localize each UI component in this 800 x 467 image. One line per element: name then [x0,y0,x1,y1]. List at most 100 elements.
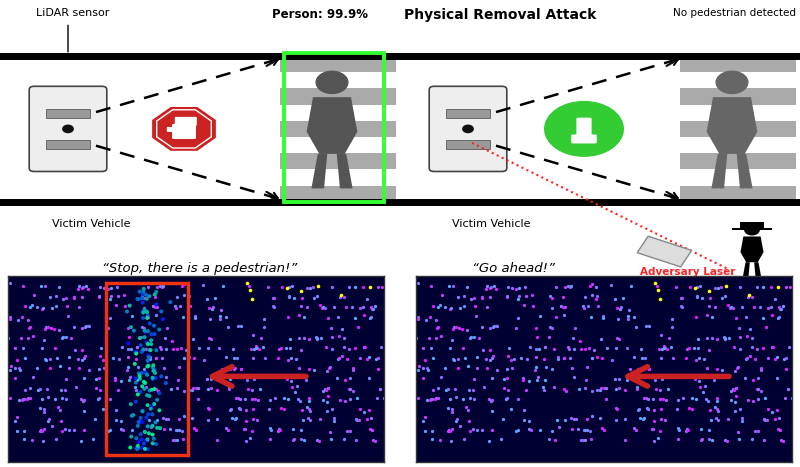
Point [447,323,460,331]
Point [238,395,251,403]
Point [42,417,54,425]
Point [229,364,242,372]
Point [491,366,504,374]
Bar [680,56,796,72]
Point [754,303,766,311]
Point [566,334,579,341]
Point [141,436,154,443]
Point [547,383,560,391]
Point [138,445,151,453]
Point [585,435,598,443]
Point [654,386,666,393]
Point [106,354,119,361]
Point [518,416,530,424]
Point [351,323,364,331]
Point [68,295,81,302]
Point [481,365,494,372]
Point [124,345,137,352]
Point [499,396,512,403]
Point [138,325,150,332]
Point [45,325,58,332]
Point [210,387,223,394]
Point [142,312,154,319]
Point [60,303,73,310]
Point [75,324,88,331]
Point [314,302,326,309]
Point [168,436,181,443]
Point [454,304,466,311]
Point [283,294,296,301]
Point [426,386,439,394]
Point [146,374,159,382]
Point [246,395,259,403]
Point [272,425,285,433]
Point [463,394,476,402]
Point [752,395,765,403]
Point [134,431,147,438]
Point [559,387,572,395]
Point [655,331,668,339]
Point [139,369,152,376]
Point [628,354,641,361]
Point [130,445,142,452]
Point [155,345,168,353]
Point [140,437,153,444]
Point [773,314,786,321]
Point [666,315,678,322]
Point [374,344,387,351]
Point [530,353,542,361]
Point [694,383,706,391]
Point [139,345,152,353]
Point [636,354,649,362]
Point [35,305,48,312]
Bar [732,228,772,230]
Point [596,314,609,322]
Point [769,415,782,423]
Point [350,436,363,444]
Point [246,386,258,393]
Point [22,334,34,342]
Point [130,355,142,363]
Point [730,384,742,392]
Point [301,284,314,291]
Point [591,303,604,310]
Point [18,395,30,403]
Polygon shape [706,97,758,154]
Point [41,385,54,393]
Point [711,394,724,401]
Point [733,436,746,443]
Point [110,416,122,424]
Point [178,354,190,362]
Point [206,304,219,311]
Point [680,425,693,433]
Point [641,404,654,412]
Point [38,336,50,344]
Point [228,415,241,423]
Point [425,345,438,352]
Point [9,344,22,352]
Point [21,396,34,403]
Point [22,324,35,332]
Point [590,353,603,361]
Point [149,369,162,377]
Point [272,345,285,353]
Point [505,405,518,413]
Point [782,386,794,393]
Text: LiDAR sensor: LiDAR sensor [36,8,110,18]
Point [572,425,585,432]
Point [341,355,354,363]
Text: Person: 99.9%: Person: 99.9% [272,8,368,21]
Point [705,416,718,424]
Point [367,305,380,313]
Point [630,426,642,434]
Point [268,294,281,302]
Point [586,354,598,362]
Point [550,313,562,321]
Point [467,333,480,340]
Point [416,417,429,425]
Point [450,323,462,331]
Point [769,295,782,302]
Point [147,302,160,310]
Point [146,375,159,382]
Point [590,283,602,290]
